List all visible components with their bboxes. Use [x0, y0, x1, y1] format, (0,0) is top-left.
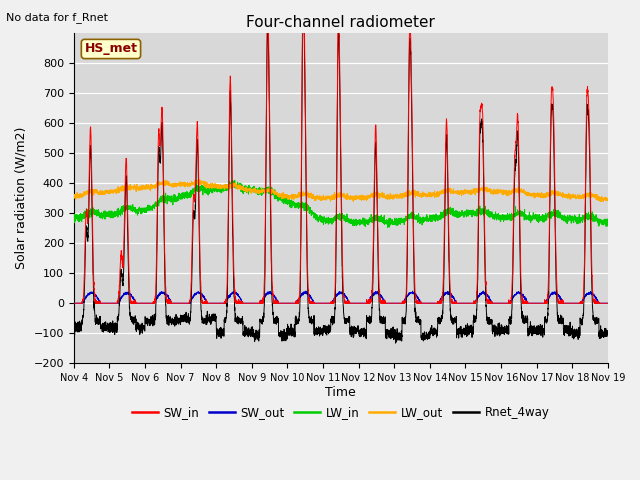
- SW_in: [70, 300, 77, 306]
- Y-axis label: Solar radiation (W/m2): Solar radiation (W/m2): [15, 127, 28, 269]
- LW_out: [70, 192, 77, 198]
- SW_in: [321, 300, 328, 306]
- LW_out: [491, 191, 499, 196]
- LW_out: [604, 197, 612, 203]
- LW_in: [166, 196, 173, 202]
- Line: SW_in: SW_in: [74, 0, 608, 303]
- Title: Four-channel radiometer: Four-channel radiometer: [246, 15, 435, 30]
- LW_in: [70, 214, 77, 220]
- SW_in: [604, 300, 611, 306]
- LW_out: [461, 187, 468, 192]
- SW_in: [491, 300, 499, 306]
- Rnet_4way: [70, 329, 77, 335]
- LW_out: [604, 197, 611, 203]
- SW_out: [604, 300, 612, 306]
- SW_out: [491, 300, 499, 306]
- SW_in: [604, 300, 612, 306]
- Rnet_4way: [300, 0, 307, 2]
- LW_in: [461, 209, 468, 215]
- Line: SW_out: SW_out: [74, 291, 608, 303]
- Text: No data for f_Rnet: No data for f_Rnet: [6, 12, 108, 23]
- LW_in: [431, 216, 439, 222]
- SW_out: [460, 300, 468, 306]
- Line: Rnet_4way: Rnet_4way: [74, 0, 608, 343]
- LW_in: [604, 223, 611, 228]
- LW_out: [195, 177, 202, 182]
- SW_in: [431, 300, 438, 306]
- SW_in: [461, 300, 468, 306]
- LW_in: [491, 212, 499, 218]
- LW_in: [228, 178, 236, 183]
- Line: LW_in: LW_in: [74, 180, 608, 228]
- LW_in: [321, 218, 328, 224]
- Rnet_4way: [604, 331, 612, 337]
- SW_out: [166, 297, 173, 303]
- Rnet_4way: [166, 318, 173, 324]
- SW_out: [321, 300, 328, 306]
- Line: LW_out: LW_out: [74, 180, 608, 202]
- Text: HS_met: HS_met: [84, 43, 138, 56]
- Rnet_4way: [461, 329, 468, 335]
- LW_in: [604, 223, 612, 228]
- Legend: SW_in, SW_out, LW_in, LW_out, Rnet_4way: SW_in, SW_out, LW_in, LW_out, Rnet_4way: [127, 401, 554, 424]
- Rnet_4way: [392, 340, 399, 346]
- LW_out: [431, 191, 439, 197]
- LW_out: [349, 199, 357, 204]
- SW_in: [166, 300, 173, 305]
- X-axis label: Time: Time: [325, 386, 356, 399]
- LW_out: [321, 196, 328, 202]
- Rnet_4way: [321, 324, 328, 330]
- LW_in: [384, 225, 392, 230]
- SW_out: [431, 300, 438, 306]
- Rnet_4way: [431, 327, 439, 333]
- SW_out: [479, 288, 487, 294]
- LW_out: [166, 181, 173, 187]
- SW_out: [70, 300, 77, 306]
- Rnet_4way: [491, 322, 499, 328]
- SW_out: [604, 300, 611, 306]
- Rnet_4way: [604, 329, 611, 335]
